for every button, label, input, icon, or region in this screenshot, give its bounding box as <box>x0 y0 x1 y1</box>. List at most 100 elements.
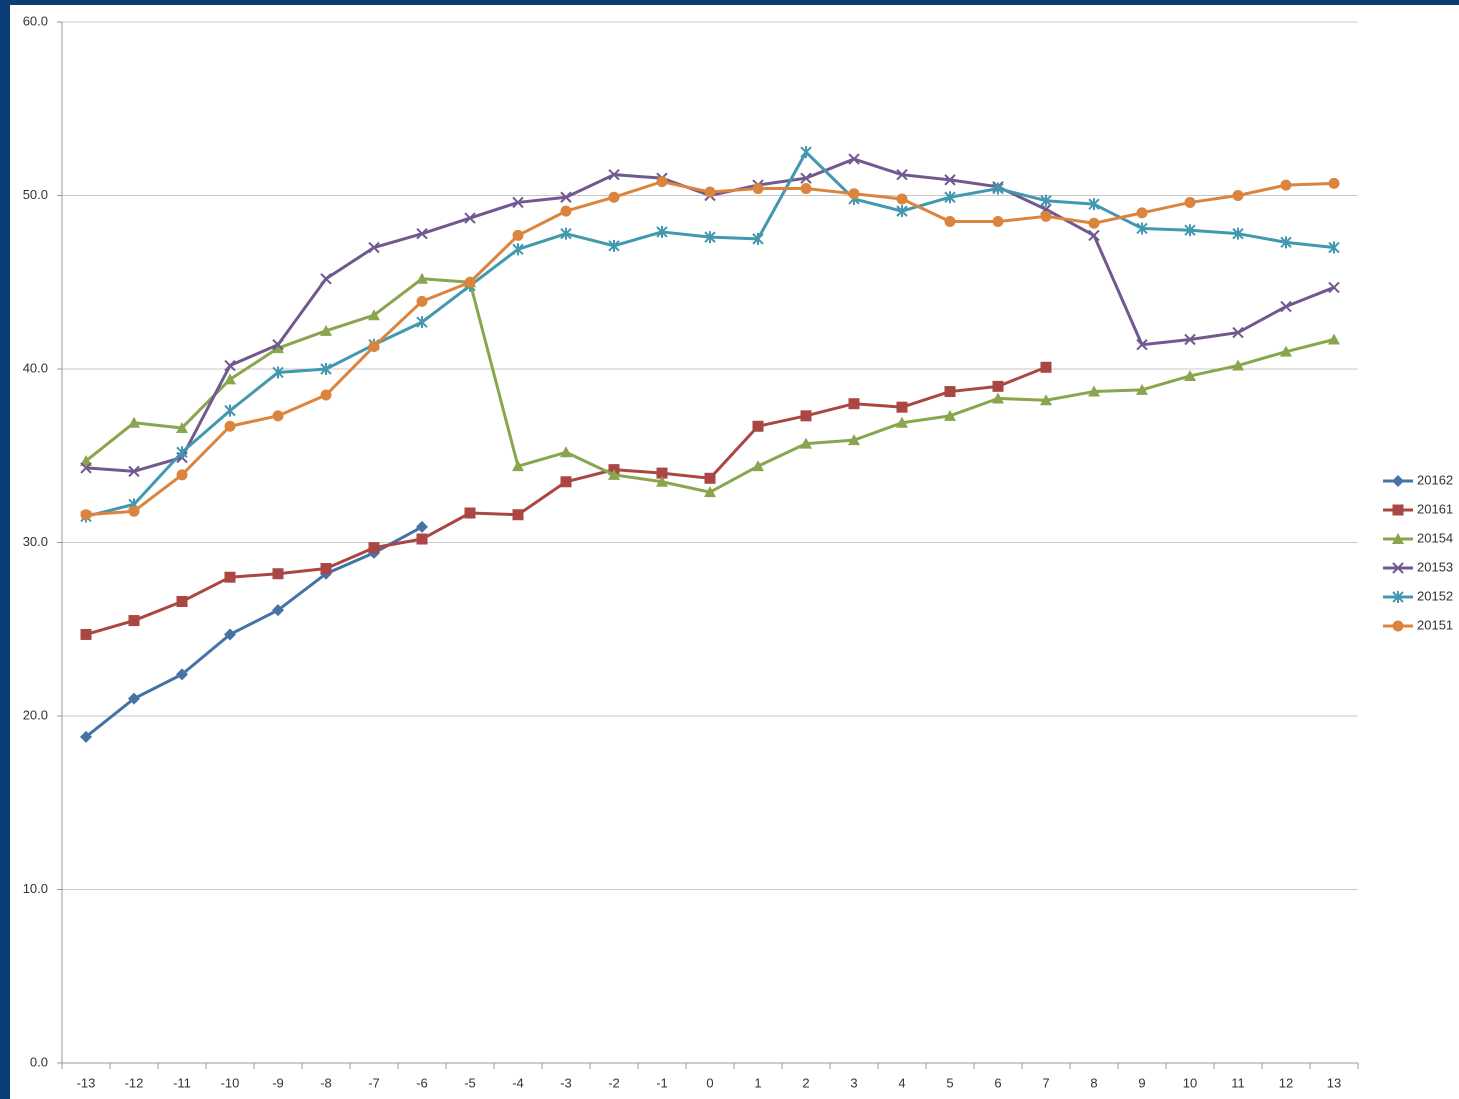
data-point <box>992 380 1004 392</box>
data-point <box>272 366 284 379</box>
data-point <box>992 392 1004 404</box>
data-point <box>80 462 92 474</box>
data-point <box>80 454 92 466</box>
data-point <box>320 363 332 375</box>
legend-marker <box>1392 475 1404 487</box>
data-point <box>1280 345 1292 357</box>
x-tick-label: -5 <box>464 1075 476 1090</box>
data-point <box>848 398 860 410</box>
data-point <box>800 172 812 184</box>
data-point <box>1088 198 1100 211</box>
x-tick-label: -7 <box>368 1075 380 1090</box>
x-tick-label: -1 <box>656 1075 668 1090</box>
y-tick-label: 20.0 <box>23 707 48 722</box>
series <box>80 520 428 743</box>
x-tick-label: 5 <box>946 1075 953 1090</box>
data-point <box>128 615 140 627</box>
data-point <box>1232 326 1244 339</box>
data-point <box>272 568 284 580</box>
data-point <box>1088 217 1100 229</box>
x-tick-label: -11 <box>173 1075 191 1090</box>
data-point <box>944 216 956 228</box>
data-point <box>944 409 956 421</box>
series <box>80 272 1340 498</box>
data-point <box>656 467 668 479</box>
data-point <box>896 416 908 428</box>
data-point <box>560 227 572 240</box>
data-point <box>368 241 380 254</box>
legend-label: 20162 <box>1417 472 1453 487</box>
y-tick-label: 60.0 <box>23 13 48 28</box>
data-point <box>752 460 764 472</box>
data-point <box>848 188 860 200</box>
data-point <box>80 730 92 743</box>
data-point <box>800 146 812 159</box>
x-tick-label: 6 <box>994 1075 1001 1090</box>
data-point <box>800 183 812 195</box>
data-point <box>176 421 188 433</box>
data-point <box>368 340 380 352</box>
data-point <box>320 324 332 336</box>
data-point <box>848 153 860 165</box>
data-point <box>1040 394 1052 406</box>
x-tick-label: 7 <box>1042 1075 1049 1090</box>
data-point <box>368 542 380 554</box>
data-point <box>752 183 764 195</box>
y-tick-label: 0.0 <box>30 1054 48 1069</box>
data-point <box>464 212 476 224</box>
data-point <box>1136 339 1148 351</box>
data-point <box>224 373 236 385</box>
data-point <box>944 386 956 398</box>
data-point <box>368 309 380 321</box>
data-point <box>416 520 428 533</box>
x-tick-label: -3 <box>560 1075 572 1090</box>
data-point <box>1328 177 1340 189</box>
data-point <box>1232 227 1244 240</box>
data-point <box>656 176 668 188</box>
y-tick-label: 50.0 <box>23 187 48 202</box>
legend-label: 20151 <box>1417 617 1453 632</box>
data-point <box>560 191 572 203</box>
y-tick-label: 10.0 <box>23 881 48 896</box>
series <box>80 176 1340 521</box>
legend-label: 20153 <box>1417 559 1453 574</box>
data-point <box>512 460 524 472</box>
chart-background <box>10 5 1459 1099</box>
data-point <box>800 410 812 422</box>
data-point <box>704 186 716 198</box>
x-tick-label: -6 <box>416 1075 428 1090</box>
data-point <box>512 196 524 209</box>
data-point <box>128 465 140 478</box>
data-point <box>896 168 908 181</box>
data-point <box>560 476 572 488</box>
data-point <box>1040 210 1052 222</box>
legend-marker <box>1392 591 1404 603</box>
data-point <box>272 342 284 354</box>
series <box>80 146 1340 523</box>
data-point <box>608 191 620 203</box>
x-tick-label: 2 <box>802 1075 809 1090</box>
data-point <box>656 225 668 238</box>
y-tick-label: 40.0 <box>23 360 48 375</box>
data-point <box>1184 196 1196 208</box>
legend-marker <box>1392 562 1404 574</box>
legend-label: 20152 <box>1417 588 1453 603</box>
x-tick-label: 1 <box>754 1075 761 1090</box>
data-point <box>416 316 428 329</box>
data-point <box>272 410 284 422</box>
x-tick-label: 3 <box>850 1075 857 1090</box>
data-point <box>608 468 620 480</box>
x-tick-label: -13 <box>77 1075 96 1090</box>
data-point <box>944 191 956 204</box>
legend-marker <box>1392 504 1404 516</box>
data-point <box>416 227 428 240</box>
data-point <box>848 434 860 446</box>
data-point <box>800 437 812 449</box>
data-point <box>320 389 332 401</box>
x-tick-label: -9 <box>272 1075 284 1090</box>
data-point <box>1280 179 1292 191</box>
data-point <box>512 229 524 241</box>
legend-marker <box>1392 620 1404 632</box>
data-point <box>176 469 188 481</box>
